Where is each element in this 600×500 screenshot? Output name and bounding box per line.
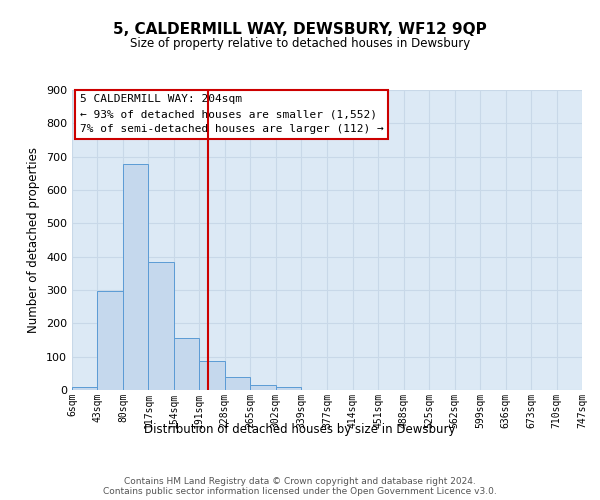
Bar	[148, 262, 174, 390]
Bar	[276, 386, 301, 390]
Bar	[199, 360, 225, 390]
Text: Size of property relative to detached houses in Dewsbury: Size of property relative to detached ho…	[130, 38, 470, 51]
Text: 5 CALDERMILL WAY: 204sqm
← 93% of detached houses are smaller (1,552)
7% of semi: 5 CALDERMILL WAY: 204sqm ← 93% of detach…	[80, 94, 383, 134]
Bar	[250, 385, 276, 390]
Text: Contains HM Land Registry data © Crown copyright and database right 2024.: Contains HM Land Registry data © Crown c…	[124, 478, 476, 486]
Bar	[174, 338, 199, 390]
Y-axis label: Number of detached properties: Number of detached properties	[28, 147, 40, 333]
Bar	[72, 388, 97, 390]
Text: Contains public sector information licensed under the Open Government Licence v3: Contains public sector information licen…	[103, 488, 497, 496]
Bar	[123, 164, 148, 390]
Bar	[225, 376, 250, 390]
Bar	[97, 291, 123, 390]
Text: 5, CALDERMILL WAY, DEWSBURY, WF12 9QP: 5, CALDERMILL WAY, DEWSBURY, WF12 9QP	[113, 22, 487, 38]
Text: Distribution of detached houses by size in Dewsbury: Distribution of detached houses by size …	[144, 422, 456, 436]
